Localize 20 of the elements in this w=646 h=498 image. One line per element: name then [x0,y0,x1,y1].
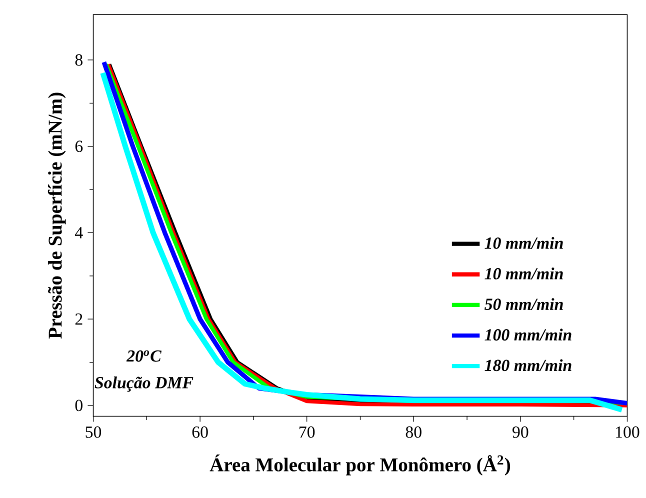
y-tick-label: 0 [75,400,82,412]
x-tick-label: 80 [406,426,422,438]
legend-label: 10 mm/min [484,236,563,249]
legend-label: 100 mm/min [484,328,572,341]
y-tick-label: 2 [75,313,82,325]
x-tick-label: 70 [300,426,315,438]
legend-label: 10 mm/min [484,267,563,280]
y-tick-label: 6 [75,140,83,152]
annotation: 20$^{o}$C [126,350,162,362]
legend-label: 180 mm/min [484,359,572,372]
legend-label: 50 mm/min [484,298,563,310]
x-tick-label: 60 [192,426,208,438]
x-tick-label: 90 [512,426,528,438]
y-tick-label: 4 [75,227,83,238]
y-tick-label: 8 [75,54,82,66]
x-tick-label: 50 [86,426,102,438]
annotation: Solução DMF [94,376,194,392]
x-axis-title: Área Molecular por Monômero (Å$^{2}$) [210,454,510,476]
y-axis-title: Pressão de Superfície (mN/m) [48,92,66,339]
x-tick-label: 100 [616,426,640,438]
